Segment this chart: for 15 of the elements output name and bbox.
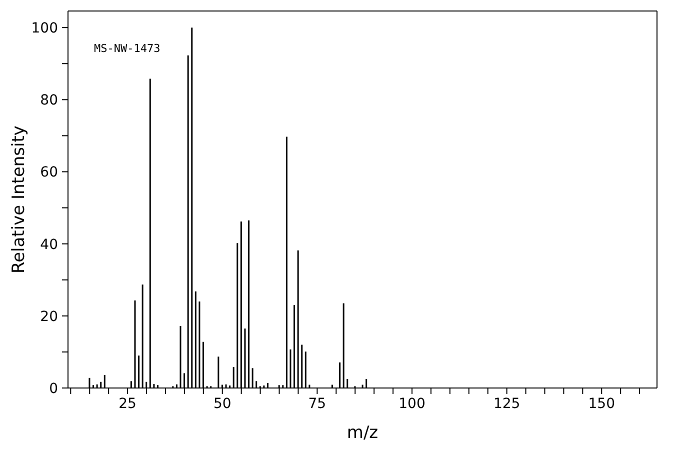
y-tick-label: 0 <box>49 381 58 397</box>
y-tick-label: 20 <box>40 308 58 325</box>
y-tick-label: 100 <box>31 20 58 37</box>
x-axis-title: m/z <box>346 423 378 443</box>
x-tick-label: 125 <box>493 396 520 412</box>
x-tick-label: 25 <box>118 396 136 412</box>
y-tick-label: 60 <box>40 164 58 181</box>
y-axis-title: Relative Intensity <box>9 126 30 274</box>
y-tick-label: 80 <box>40 92 58 109</box>
x-tick-label: 50 <box>213 396 232 412</box>
annotation: MS-NW-1473 <box>94 42 160 55</box>
x-tick-label: 75 <box>308 396 326 412</box>
x-tick-label: 100 <box>398 396 426 412</box>
y-tick-label: 40 <box>40 236 58 253</box>
x-tick-label: 150 <box>588 396 615 412</box>
